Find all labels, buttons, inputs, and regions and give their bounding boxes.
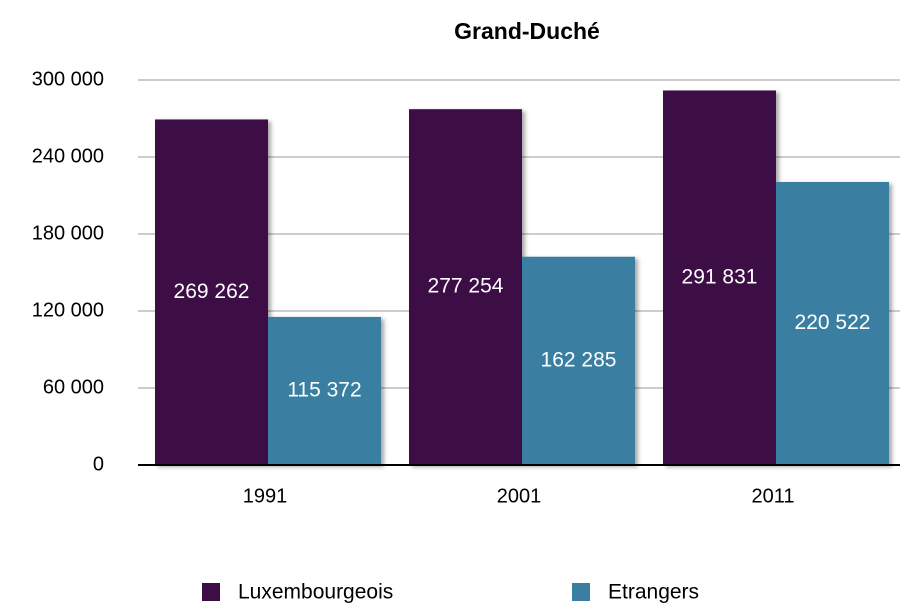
legend-label: Etrangers [608,581,699,604]
value-label: 220 522 [795,311,871,334]
value-label: 277 254 [428,275,504,298]
legend-swatch [572,583,590,601]
x-tick-label: 2001 [497,485,542,507]
bar [155,119,268,466]
x-tick-label: 1991 [243,485,288,507]
value-label: 162 285 [541,348,617,371]
y-tick-label: 120 000 [32,299,104,321]
bar [409,109,522,465]
bar [522,256,635,465]
y-tick-label: 60 000 [43,376,104,398]
y-tick-label: 240 000 [32,145,104,167]
bar [663,90,776,465]
y-tick-label: 300 000 [32,68,104,90]
legend-swatch [202,583,220,601]
value-label: 115 372 [287,379,361,402]
y-tick-label: 0 [93,453,104,475]
y-tick-label: 180 000 [32,222,104,244]
value-label: 269 262 [174,280,250,303]
x-tick-label: 2011 [751,485,794,507]
value-label: 291 831 [682,265,758,288]
bar [268,316,381,465]
legend-label: Luxembourgeois [238,581,393,604]
bar [776,181,889,465]
chart-title: Grand-Duché [454,18,600,44]
